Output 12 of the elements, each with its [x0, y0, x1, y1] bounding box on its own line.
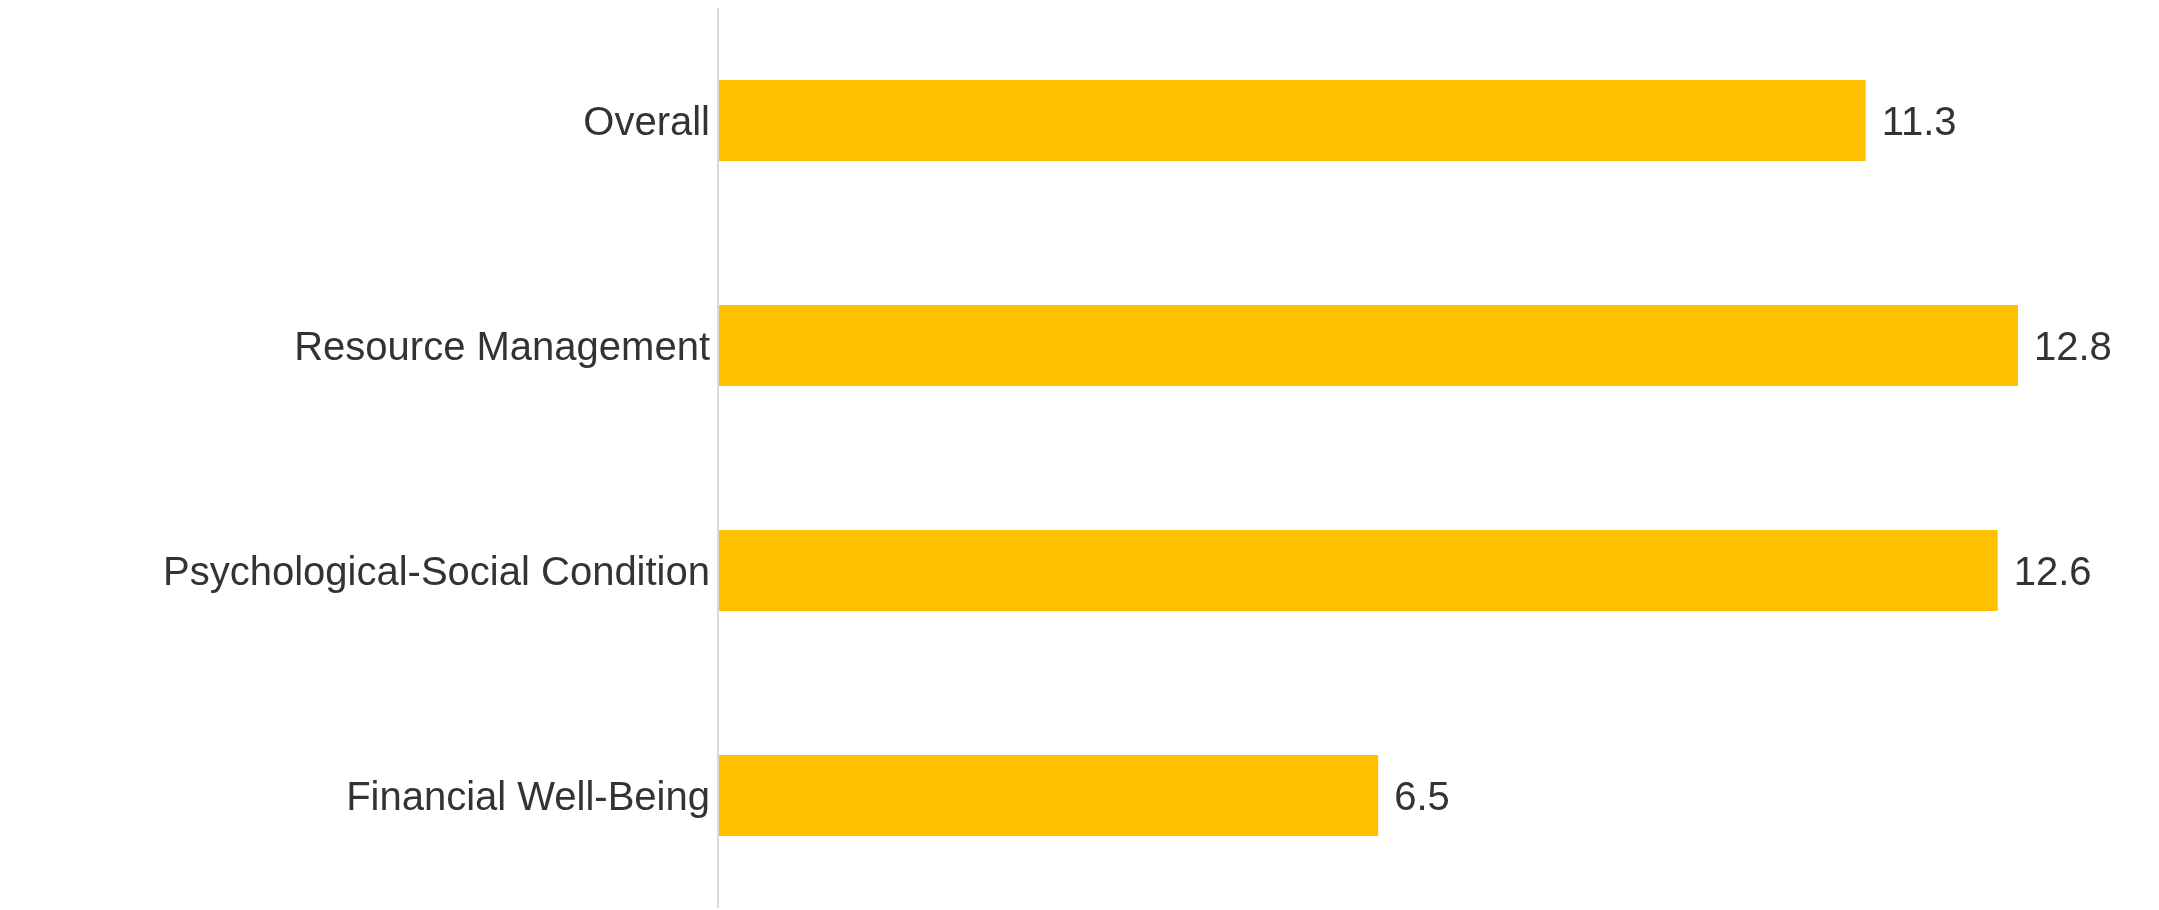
y-tick-label: Financial Well-Being — [346, 773, 710, 818]
y-tick-label: Overall — [583, 98, 710, 143]
data-label: 6.5 — [1394, 773, 1450, 818]
bar — [718, 530, 1998, 611]
bar — [718, 305, 2018, 386]
data-label: 12.8 — [2034, 323, 2112, 368]
y-tick-label: Resource Management — [294, 323, 710, 368]
data-label: 12.6 — [2013, 548, 2092, 593]
bar — [718, 755, 1379, 836]
data-label: 11.3 — [1881, 98, 1957, 143]
y-tick-label: Psychological-Social Condition — [163, 548, 710, 593]
bar — [718, 80, 1866, 161]
